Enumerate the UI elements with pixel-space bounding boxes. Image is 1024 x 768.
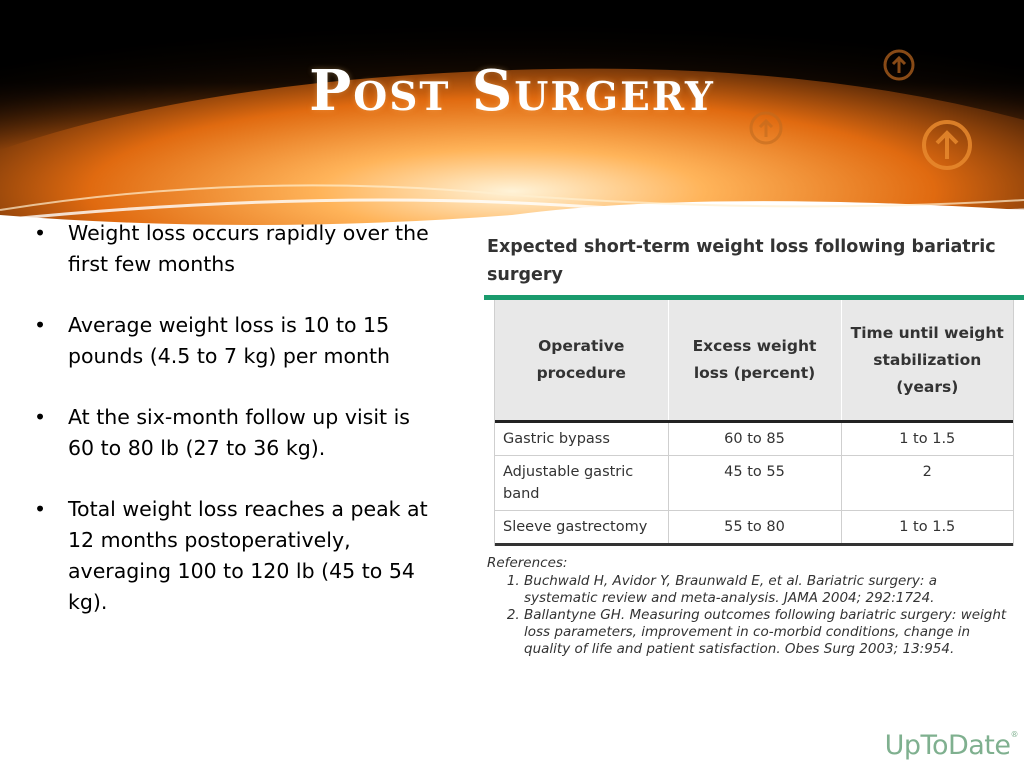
table-row: Adjustable gastric band 45 to 55 2 (495, 455, 1013, 511)
bullet-item: At the six-month follow up visit is 60 t… (28, 402, 438, 464)
bullet-item: Weight loss occurs rapidly over the firs… (28, 218, 438, 280)
column-header: Operative procedure (495, 300, 669, 423)
uptodate-logo: UpToDate® (884, 730, 1019, 761)
stabilization-cell: 1 to 1.5 (841, 421, 1013, 456)
arrow-up-circle-icon (748, 110, 784, 150)
bullet-list: Weight loss occurs rapidly over the firs… (28, 218, 438, 648)
references-list: Buchwald H, Avidor Y, Braunwald E, et al… (487, 573, 1007, 658)
stabilization-cell: 2 (841, 455, 1013, 511)
reference-item: Buchwald H, Avidor Y, Braunwald E, et al… (524, 573, 1007, 607)
title-banner (0, 0, 1024, 225)
stabilization-cell: 1 to 1.5 (841, 510, 1013, 546)
logo-text: UpToDate (884, 730, 1011, 761)
procedure-cell: Gastric bypass (495, 421, 669, 456)
weight-loss-cell: 45 to 55 (668, 455, 842, 511)
references-label: References: (487, 555, 568, 571)
table-header-row: Operative procedure Excess weight loss (… (495, 300, 1013, 423)
bullet-item: Average weight loss is 10 to 15 pounds (… (28, 310, 438, 372)
reference-item: Ballantyne GH. Measuring outcomes follow… (524, 607, 1007, 658)
table-row: Sleeve gastrectomy 55 to 80 1 to 1.5 (495, 510, 1013, 546)
table-row: Gastric bypass 60 to 85 1 to 1.5 (495, 421, 1013, 456)
arrow-up-circle-icon (882, 48, 916, 86)
references: References: Buchwald H, Avidor Y, Braunw… (487, 555, 1007, 658)
table-header-rule (484, 295, 1024, 300)
arrow-up-circle-icon (920, 118, 974, 176)
column-header: Excess weight loss (percent) (668, 300, 842, 423)
slide-title: Post Surgery (309, 58, 715, 124)
procedure-cell: Sleeve gastrectomy (495, 510, 669, 546)
weight-loss-table: Operative procedure Excess weight loss (… (494, 300, 1014, 546)
procedure-cell: Adjustable gastric band (495, 455, 669, 511)
column-header: Time until weight stabilization (years) (841, 300, 1013, 423)
registered-mark: ® (1010, 730, 1019, 739)
weight-loss-cell: 60 to 85 (668, 421, 842, 456)
table-title: Expected short-term weight loss followin… (487, 237, 996, 285)
weight-loss-cell: 55 to 80 (668, 510, 842, 546)
bullet-item: Total weight loss reaches a peak at 12 m… (28, 494, 438, 618)
